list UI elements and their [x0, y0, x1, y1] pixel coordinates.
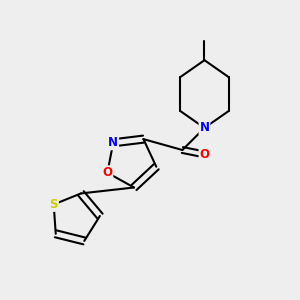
Text: S: S: [50, 198, 58, 211]
Text: N: N: [200, 122, 209, 134]
Text: N: N: [108, 136, 118, 149]
Text: O: O: [200, 148, 209, 161]
Text: O: O: [102, 166, 112, 179]
